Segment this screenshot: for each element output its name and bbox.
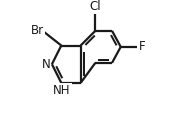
Text: N: N xyxy=(42,58,50,71)
Text: Cl: Cl xyxy=(89,0,101,13)
Text: NH: NH xyxy=(53,84,71,97)
Text: F: F xyxy=(139,40,145,53)
Text: Br: Br xyxy=(31,24,44,37)
